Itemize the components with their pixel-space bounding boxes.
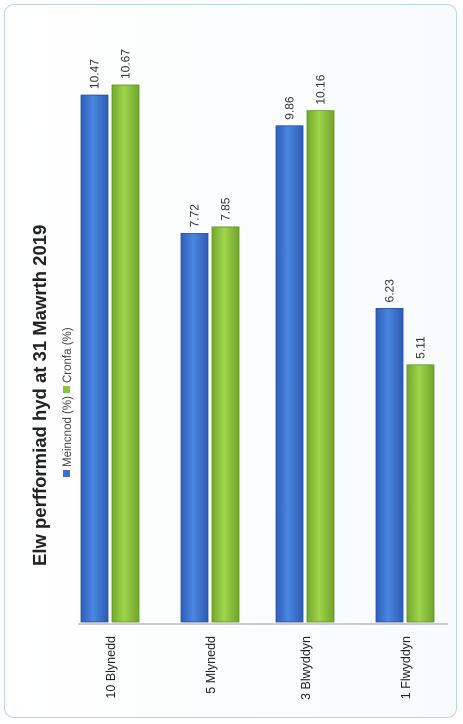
- data-label-cronfa-5-mlynedd: 7.85: [219, 197, 233, 221]
- category-label-5-mlynedd: 5 Mlynedd: [204, 636, 218, 694]
- category-labels-group: 10 Blynedd 5 Mlynedd 3 Blwyddyn 1 Flwydd…: [104, 636, 413, 700]
- bar-cronfa-1-flwyddyn: [406, 364, 435, 623]
- chart-title: Elw perfformiad hyd at 31 Mawrth 2019: [29, 225, 50, 566]
- data-label-cronfa-10-blynedd: 10.67: [119, 49, 133, 79]
- data-label-meincnod-1-flwyddyn: 6.23: [383, 279, 397, 303]
- legend: Meincnod (%) Cronfa (%): [62, 327, 74, 477]
- data-label-meincnod-5-mlynedd: 7.72: [188, 204, 202, 228]
- legend-swatch-meincnod: [63, 470, 70, 477]
- data-label-meincnod-10-blynedd: 10.47: [88, 59, 102, 89]
- bar-cronfa-5-mlynedd: [211, 226, 240, 623]
- category-label-1-flwyddyn: 1 Flwyddyn: [399, 636, 413, 699]
- bar-meincnod-5-mlynedd: [180, 233, 209, 623]
- bars-group: [80, 84, 435, 623]
- bar-cronfa-3-blwyddyn: [306, 110, 335, 623]
- data-label-cronfa-3-blwyddyn: 10.16: [314, 74, 328, 104]
- data-label-meincnod-3-blwyddyn: 9.86: [283, 96, 297, 120]
- legend-swatch-cronfa: [63, 386, 70, 393]
- bar-meincnod-10-blynedd: [80, 94, 109, 623]
- category-label-10-blynedd: 10 Blynedd: [104, 636, 118, 699]
- data-labels-group: 10.47 10.67 7.72 7.85 9.86 10.16 6.23 5.11: [88, 49, 428, 359]
- bar-cronfa-10-blynedd: [111, 84, 140, 623]
- legend-label-meincnod: Meincnod (%): [62, 396, 74, 467]
- legend-label-cronfa: Cronfa (%): [62, 327, 74, 383]
- bar-meincnod-3-blwyddyn: [275, 125, 304, 623]
- data-label-cronfa-1-flwyddyn: 5.11: [414, 336, 428, 359]
- category-label-3-blwyddyn: 3 Blwyddyn: [299, 636, 313, 700]
- bar-meincnod-1-flwyddyn: [375, 308, 404, 623]
